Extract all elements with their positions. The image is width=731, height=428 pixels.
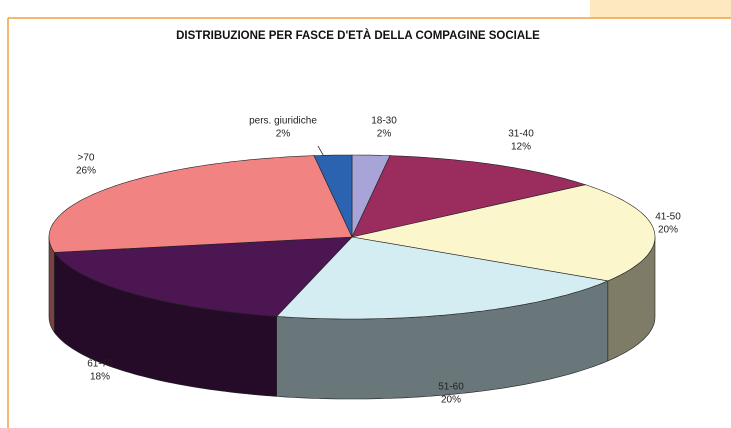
slice — [351, 184, 656, 282]
slice-value-label: 20% — [441, 395, 461, 406]
slice — [313, 154, 353, 238]
slice-label: 61-70 — [87, 359, 113, 370]
slice — [351, 155, 587, 238]
slice-value-label: 12% — [511, 142, 531, 153]
pie-sides — [48, 236, 656, 400]
frame-tab — [590, 0, 731, 18]
slice-label: 41-50 — [655, 212, 681, 223]
pie-tops — [48, 154, 656, 320]
slice-label: pers. giuridiche — [249, 116, 317, 127]
slice-value-label: 2% — [377, 129, 392, 140]
slice — [275, 236, 609, 320]
pie-labels: 18-30 2% 31-40 12% 41-50 20% 51-60 20% 61-70 18% >… — [76, 116, 681, 406]
slice-value-label: 2% — [276, 129, 291, 140]
slice-label: 31-40 — [508, 129, 534, 140]
chart-title: DISTRIBUZIONE PER FASCE D'ETÀ DELLA COMP… — [176, 29, 540, 42]
slice-value-label: 26% — [76, 166, 96, 177]
slice-label: >70 — [78, 153, 95, 164]
slice-value-label: 18% — [90, 372, 110, 383]
slice-label: 18-30 — [371, 116, 397, 127]
slice-label: 51-60 — [438, 382, 464, 393]
slice — [48, 155, 353, 253]
slice-value-label: 20% — [658, 225, 678, 236]
slice — [53, 236, 353, 317]
